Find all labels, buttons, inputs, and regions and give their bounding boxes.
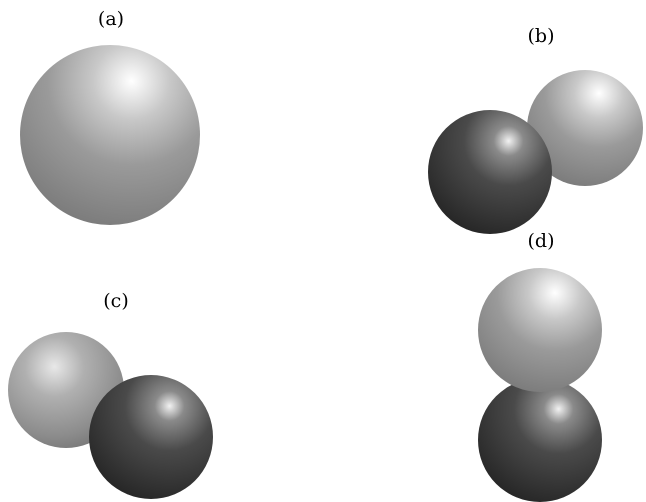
sphere xyxy=(20,45,200,225)
panel-b: (b) xyxy=(428,25,643,234)
sphere xyxy=(89,375,213,499)
panel-c: (c) xyxy=(8,290,213,499)
figure: (a) (b) (c) (d) xyxy=(0,0,646,502)
panel-label: (c) xyxy=(103,290,128,312)
panel-a: (a) xyxy=(20,8,200,225)
sphere xyxy=(478,378,602,502)
panel-label: (b) xyxy=(528,25,555,47)
sphere xyxy=(478,268,602,392)
sphere xyxy=(428,110,552,234)
panel-label: (d) xyxy=(528,230,555,252)
panel-label: (a) xyxy=(98,8,124,30)
panel-d: (d) xyxy=(478,230,602,502)
